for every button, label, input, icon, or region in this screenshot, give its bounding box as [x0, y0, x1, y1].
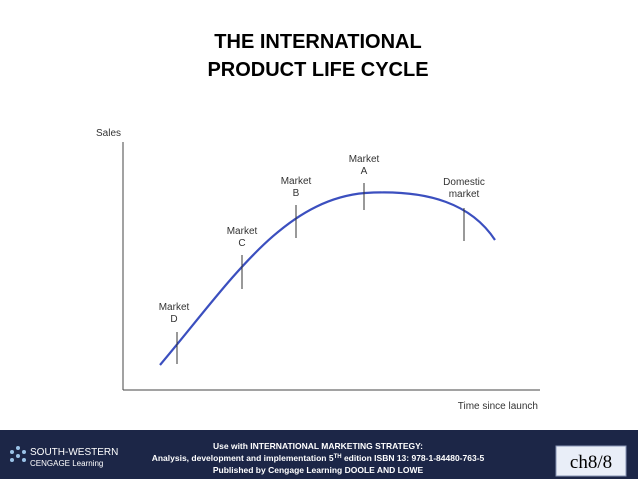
footer-text: edition ISBN 13: 978-1-84480-763-5: [342, 453, 485, 463]
title-line: THE INTERNATIONAL: [214, 31, 421, 53]
marker-label: C: [238, 238, 245, 249]
x-axis-label: Time since launch: [458, 401, 538, 412]
marker-label: Market: [281, 176, 312, 187]
logo-text: CENGAGE Learning: [30, 459, 103, 468]
marker-label: market: [449, 189, 480, 200]
page-number: ch8/8: [570, 452, 612, 473]
marker-label: Domestic: [443, 177, 485, 188]
marker-label: Market: [159, 302, 190, 313]
curve: [159, 191, 496, 366]
footer-bar: [0, 430, 638, 479]
title-line: PRODUCT LIFE CYCLE: [207, 59, 428, 81]
marker-label: Market: [227, 226, 258, 237]
footer-text: Use with INTERNATIONAL MARKETING STRATEG…: [213, 441, 423, 451]
footer-sup: TH: [334, 454, 342, 460]
footer-text: Published by Cengage Learning DOOLE AND …: [213, 465, 424, 475]
page-box: [555, 445, 627, 477]
footer-text: Analysis, development and implementation…: [152, 453, 334, 463]
marker-label: Market: [349, 154, 380, 165]
marker-label: A: [361, 166, 368, 177]
markers: MarketDMarketCMarketBMarketADomesticmark…: [159, 154, 485, 364]
y-axis-label: Sales: [96, 128, 121, 139]
marker-label: D: [170, 314, 177, 325]
footer-text: Analysis, development and implementation…: [152, 453, 485, 463]
logo-icon: [10, 446, 26, 462]
logo-text: SOUTH-WESTERN: [30, 447, 118, 458]
marker-label: B: [293, 188, 300, 199]
